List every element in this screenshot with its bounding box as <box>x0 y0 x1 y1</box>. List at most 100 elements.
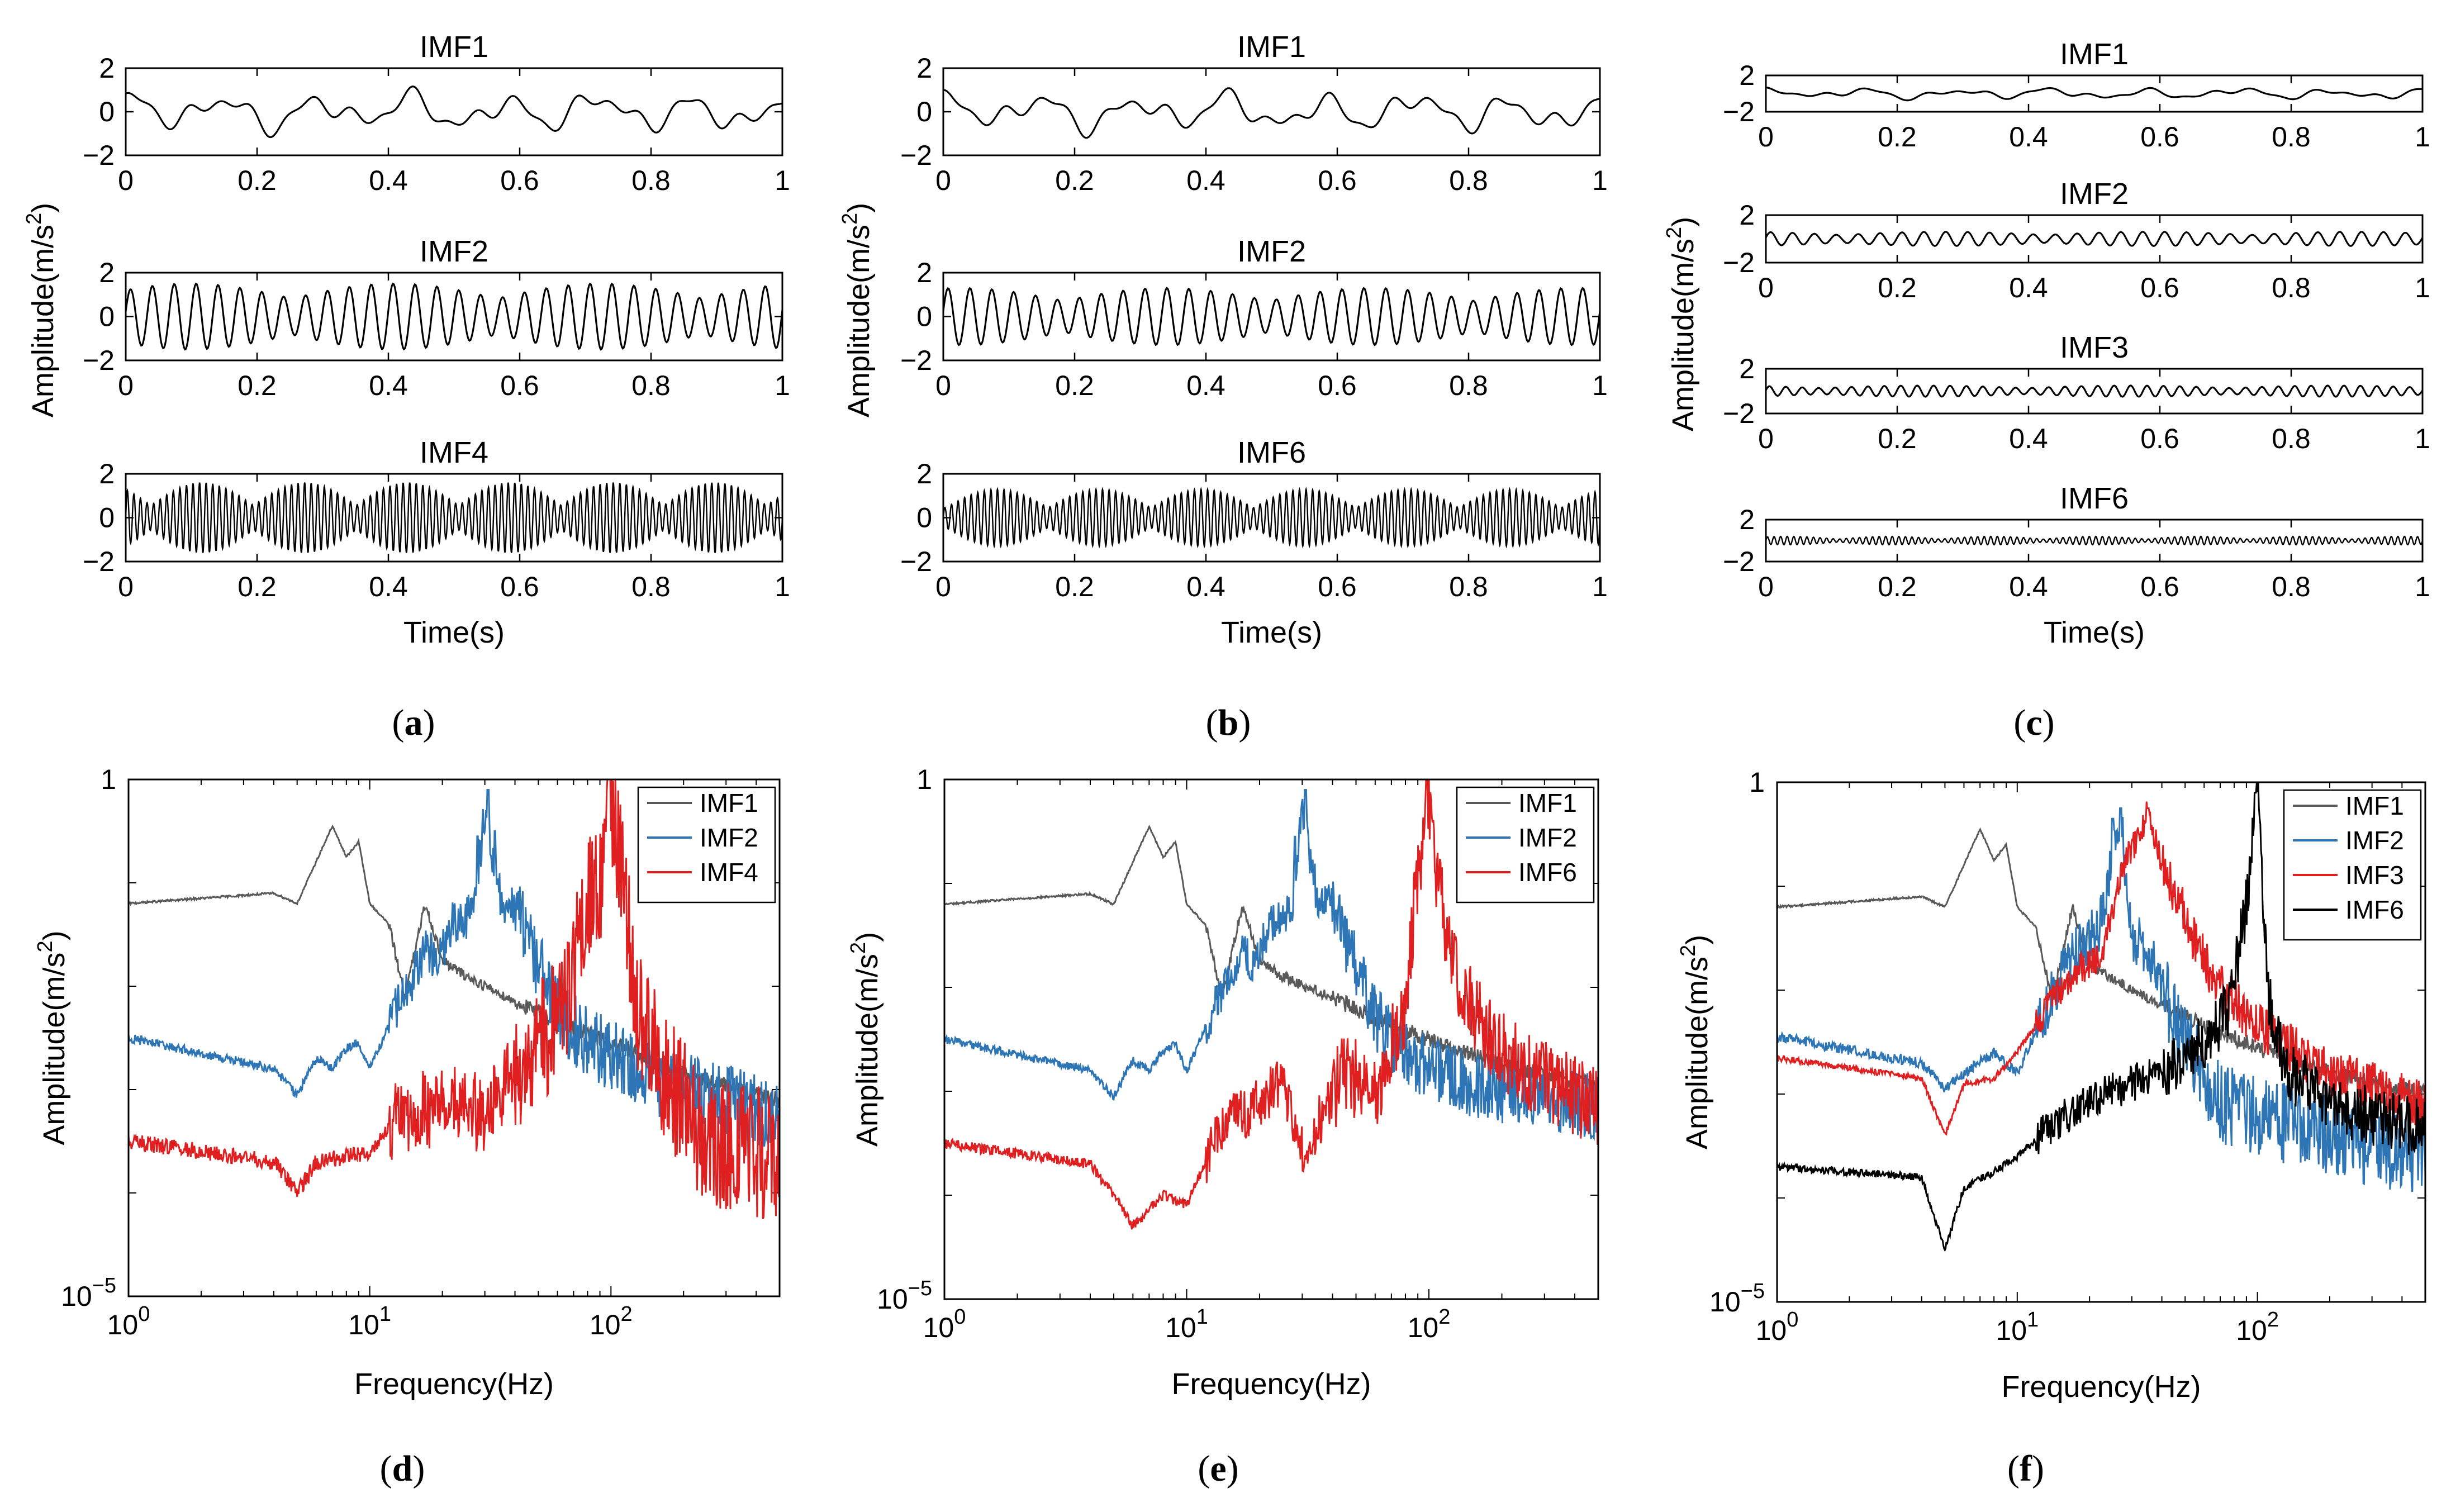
waveform-line <box>1765 86 2423 102</box>
x-tick-label: 0.6 <box>2140 571 2179 602</box>
y-tick-label: 0 <box>99 96 115 127</box>
ylabel-superscript: 2 <box>838 213 862 225</box>
x-tick-label: 0 <box>1758 121 1774 153</box>
tick-base: 10 <box>1709 1286 1741 1318</box>
y-tick-label: 0 <box>916 96 932 127</box>
ylabel-superscript: 2 <box>1676 945 1700 957</box>
tick-exponent: 1 <box>379 1302 391 1326</box>
subplot-title: IMF1 <box>420 30 488 64</box>
subplot-title: IMF1 <box>1237 30 1306 64</box>
waveform-line <box>943 87 1600 139</box>
x-tick-label: 0.4 <box>369 571 408 602</box>
legend-label-imf4: IMF4 <box>700 858 758 887</box>
tick-exponent: −5 <box>92 1274 116 1297</box>
x-tick-label: 0 <box>118 370 134 401</box>
x-tick-label: 0 <box>118 571 134 602</box>
tick-base: 10 <box>2236 1315 2267 1346</box>
x-tick-label: 0.2 <box>1878 272 1917 303</box>
subplot-frame <box>1765 74 2424 113</box>
caption-a: (a) <box>392 702 435 743</box>
legend-label-imf3: IMF3 <box>2345 860 2404 890</box>
y-tick-label: −2 <box>1723 96 1755 127</box>
legend-label-imf1: IMF1 <box>1518 788 1577 817</box>
y-tick-label: 2 <box>99 458 115 489</box>
x-tick-label: 0.8 <box>2272 272 2311 303</box>
x-tick-label: 0.2 <box>1055 571 1094 602</box>
ylabel-text: Amplitude(m/s <box>26 225 60 417</box>
x-tick-label: 1 <box>1592 165 1608 196</box>
x-axis-label: Time(s) <box>1221 616 1322 649</box>
x-tick-label: 0.2 <box>1878 121 1917 153</box>
tick-base: 10 <box>877 1283 908 1315</box>
legend-label-imf6: IMF6 <box>1518 858 1577 887</box>
x-tick-label: 100 <box>107 1302 150 1340</box>
x-tick-label: 0.8 <box>1449 370 1488 401</box>
y-tick-label: 2 <box>1739 60 1755 91</box>
x-tick-label: 0.6 <box>500 370 539 401</box>
tick-exponent: 2 <box>1438 1305 1450 1329</box>
y-tick-label: 10−5 <box>1709 1280 1765 1318</box>
y-tick-label: −2 <box>83 546 115 577</box>
subplot-title: IMF6 <box>1237 436 1306 469</box>
x-tick-label: 0.6 <box>1318 165 1357 196</box>
ylabel-text: Amplitude(m/s <box>842 225 876 417</box>
plot-frame <box>1776 781 2426 1303</box>
ylabel-superscript: 2 <box>34 940 57 952</box>
tick-exponent: 1 <box>2027 1308 2039 1332</box>
tick-exponent: 0 <box>954 1305 966 1329</box>
y-tick-label: 2 <box>99 257 115 288</box>
series-line-imf4 <box>127 778 781 1219</box>
x-tick-label: 0.2 <box>1878 423 1917 454</box>
x-tick-label: 0.8 <box>631 165 671 196</box>
x-tick-label: 0.2 <box>1878 571 1917 602</box>
y-axis-label: Amplitude(m/s2) <box>838 203 876 417</box>
y-tick-label: 2 <box>916 53 932 84</box>
y-axis-label: Amplitude(m/s2) <box>1662 217 1700 431</box>
legend-box <box>2283 789 2422 941</box>
series-line-imf2 <box>943 789 1599 1141</box>
y-tick-label: −2 <box>900 345 932 376</box>
ylabel-superscript: 2 <box>22 213 46 225</box>
legend-label-imf1: IMF1 <box>2345 791 2404 820</box>
y-tick-label: 2 <box>1739 199 1755 231</box>
ylabel-close-paren: ) <box>26 203 60 213</box>
subplot-imf2: IMF2 2 −20 0.2 0.4 0.6 0.8 1 <box>1723 177 2430 303</box>
y-tick-label: 10−5 <box>877 1277 932 1315</box>
x-tick-label: 0.6 <box>1318 571 1357 602</box>
y-tick-label: 0 <box>916 301 932 332</box>
subplot-imf3: IMF3 2 −20 0.2 0.4 0.6 0.8 1 <box>1723 331 2430 454</box>
ylabel-text: Amplitude(m/s <box>37 953 71 1145</box>
caption-c: (c) <box>2013 702 2054 743</box>
y-tick-label: 0 <box>916 502 932 534</box>
caption-e: (e) <box>1198 1448 1238 1489</box>
legend-label-imf2: IMF2 <box>700 823 758 852</box>
tick-exponent: 0 <box>1787 1308 1798 1332</box>
x-tick-label: 0.6 <box>2140 272 2179 303</box>
legend-box <box>1456 786 1595 904</box>
x-tick-label: 0.6 <box>2140 121 2179 153</box>
x-tick-label: 101 <box>1996 1308 2039 1346</box>
tick-base: 1 <box>916 764 932 795</box>
ylabel-text: Amplitude(m/s <box>1680 957 1714 1149</box>
y-tick-label: 10−5 <box>61 1274 116 1312</box>
y-tick-label: −2 <box>83 345 115 376</box>
x-tick-label: 0.4 <box>1186 370 1226 401</box>
y-tick-label: −2 <box>1723 247 1755 278</box>
y-tick-label: 1 <box>916 764 932 795</box>
x-tick-label: 101 <box>1165 1305 1208 1343</box>
tick-exponent: 0 <box>138 1302 150 1326</box>
x-tick-label: 0.8 <box>1449 165 1488 196</box>
x-tick-label: 0 <box>118 165 134 196</box>
x-tick-label: 0.4 <box>1186 165 1226 196</box>
x-tick-label: 0.2 <box>238 165 277 196</box>
ylabel-close-paren: ) <box>37 930 71 940</box>
x-tick-label: 0 <box>935 370 951 401</box>
ylabel-text: Amplitude(m/s <box>851 954 884 1147</box>
x-tick-label: 0.4 <box>1186 571 1226 602</box>
